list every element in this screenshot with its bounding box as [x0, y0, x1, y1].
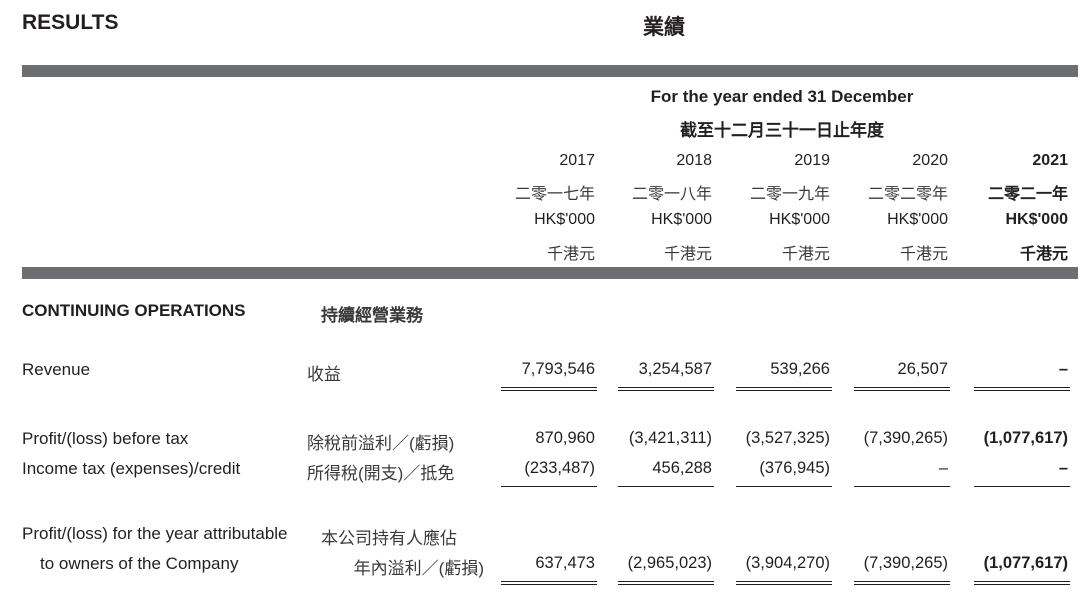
double-underline: [854, 387, 950, 391]
cell-value: (3,421,311): [628, 429, 712, 447]
cell-value: (7,390,265): [863, 429, 948, 447]
cell-value: (376,945): [759, 459, 830, 477]
row-label: Profit/(loss) for the year attributable: [22, 524, 288, 543]
cell-value: (7,390,265): [863, 554, 948, 572]
column-year: 2020: [912, 152, 948, 169]
cell-value: 7,793,546: [521, 360, 595, 378]
column-year-cn: 二零二一年: [987, 186, 1068, 203]
double-underline: [501, 581, 597, 585]
column-year: 2021: [1032, 152, 1068, 169]
row-label-cn: 除稅前溢利／(虧損): [307, 434, 455, 453]
column-year-cn: 二零一七年: [514, 186, 595, 203]
double-underline: [736, 387, 832, 391]
header-divider-bottom: [22, 267, 1078, 279]
column-unit: HK$'000: [534, 211, 595, 228]
row-label-cn: 所得稅(開支)／抵免: [307, 464, 455, 483]
column-year: 2018: [676, 152, 712, 169]
page-title-cn: 業績: [643, 16, 685, 39]
row-label-cn: 收益: [307, 365, 341, 384]
cell-value: (3,904,270): [745, 554, 830, 572]
row-label-cn: 本公司持有人應佔: [321, 529, 457, 548]
cell-value: (1,077,617): [983, 554, 1068, 572]
column-unit: HK$'000: [651, 211, 712, 228]
cell-value: 870,960: [535, 429, 595, 447]
column-unit-cn: 千港元: [663, 246, 712, 263]
page-title: RESULTS: [22, 11, 119, 34]
column-unit-cn: 千港元: [781, 246, 830, 263]
cell-value: 3,254,587: [638, 360, 712, 378]
cell-value: –: [938, 459, 948, 477]
single-underline: [618, 486, 714, 487]
column-year: 2019: [794, 152, 830, 169]
period-heading-cn: 截至十二月三十一日止年度: [680, 121, 884, 140]
column-unit-cn: 千港元: [899, 246, 948, 263]
column-year: 2017: [559, 152, 595, 169]
double-underline: [974, 581, 1070, 585]
double-underline: [618, 387, 714, 391]
double-underline: [501, 387, 597, 391]
single-underline: [854, 486, 950, 487]
cell-value: 539,266: [770, 360, 830, 378]
period-heading: For the year ended 31 December: [650, 87, 914, 106]
column-unit: HK$'000: [769, 211, 830, 228]
cell-value: (3,527,325): [745, 429, 830, 447]
double-underline: [736, 581, 832, 585]
row-label-cont: to owners of the Company: [40, 554, 239, 573]
cell-value: –: [1058, 459, 1068, 477]
cell-value: 26,507: [897, 360, 948, 378]
double-underline: [618, 581, 714, 585]
column-unit: HK$'000: [1005, 211, 1068, 228]
cell-value: (1,077,617): [983, 429, 1068, 447]
single-underline: [501, 486, 597, 487]
row-label: Profit/(loss) before tax: [22, 429, 189, 448]
row-label: Revenue: [22, 360, 91, 379]
single-underline: [736, 486, 832, 487]
single-underline: [974, 486, 1070, 487]
column-year-cn: 二零一九年: [749, 186, 830, 203]
column-unit-cn: 千港元: [546, 246, 595, 263]
row-label: Income tax (expenses)/credit: [22, 459, 241, 478]
cell-value: (233,487): [524, 459, 595, 477]
cell-value: 637,473: [535, 554, 595, 572]
double-underline: [854, 581, 950, 585]
row-label-cn-cont: 年內溢利／(虧損): [353, 559, 484, 578]
cell-value: –: [1058, 360, 1068, 378]
double-underline: [974, 387, 1070, 391]
column-unit: HK$'000: [887, 211, 948, 228]
section-heading-cn: 持續經營業務: [321, 306, 423, 325]
cell-value: 456,288: [652, 459, 712, 477]
cell-value: (2,965,023): [627, 554, 712, 572]
column-unit-cn: 千港元: [1019, 246, 1068, 263]
header-divider-top: [22, 65, 1078, 77]
column-year-cn: 二零一八年: [631, 186, 712, 203]
column-year-cn: 二零二零年: [867, 186, 948, 203]
section-heading: CONTINUING OPERATIONS: [22, 301, 246, 320]
